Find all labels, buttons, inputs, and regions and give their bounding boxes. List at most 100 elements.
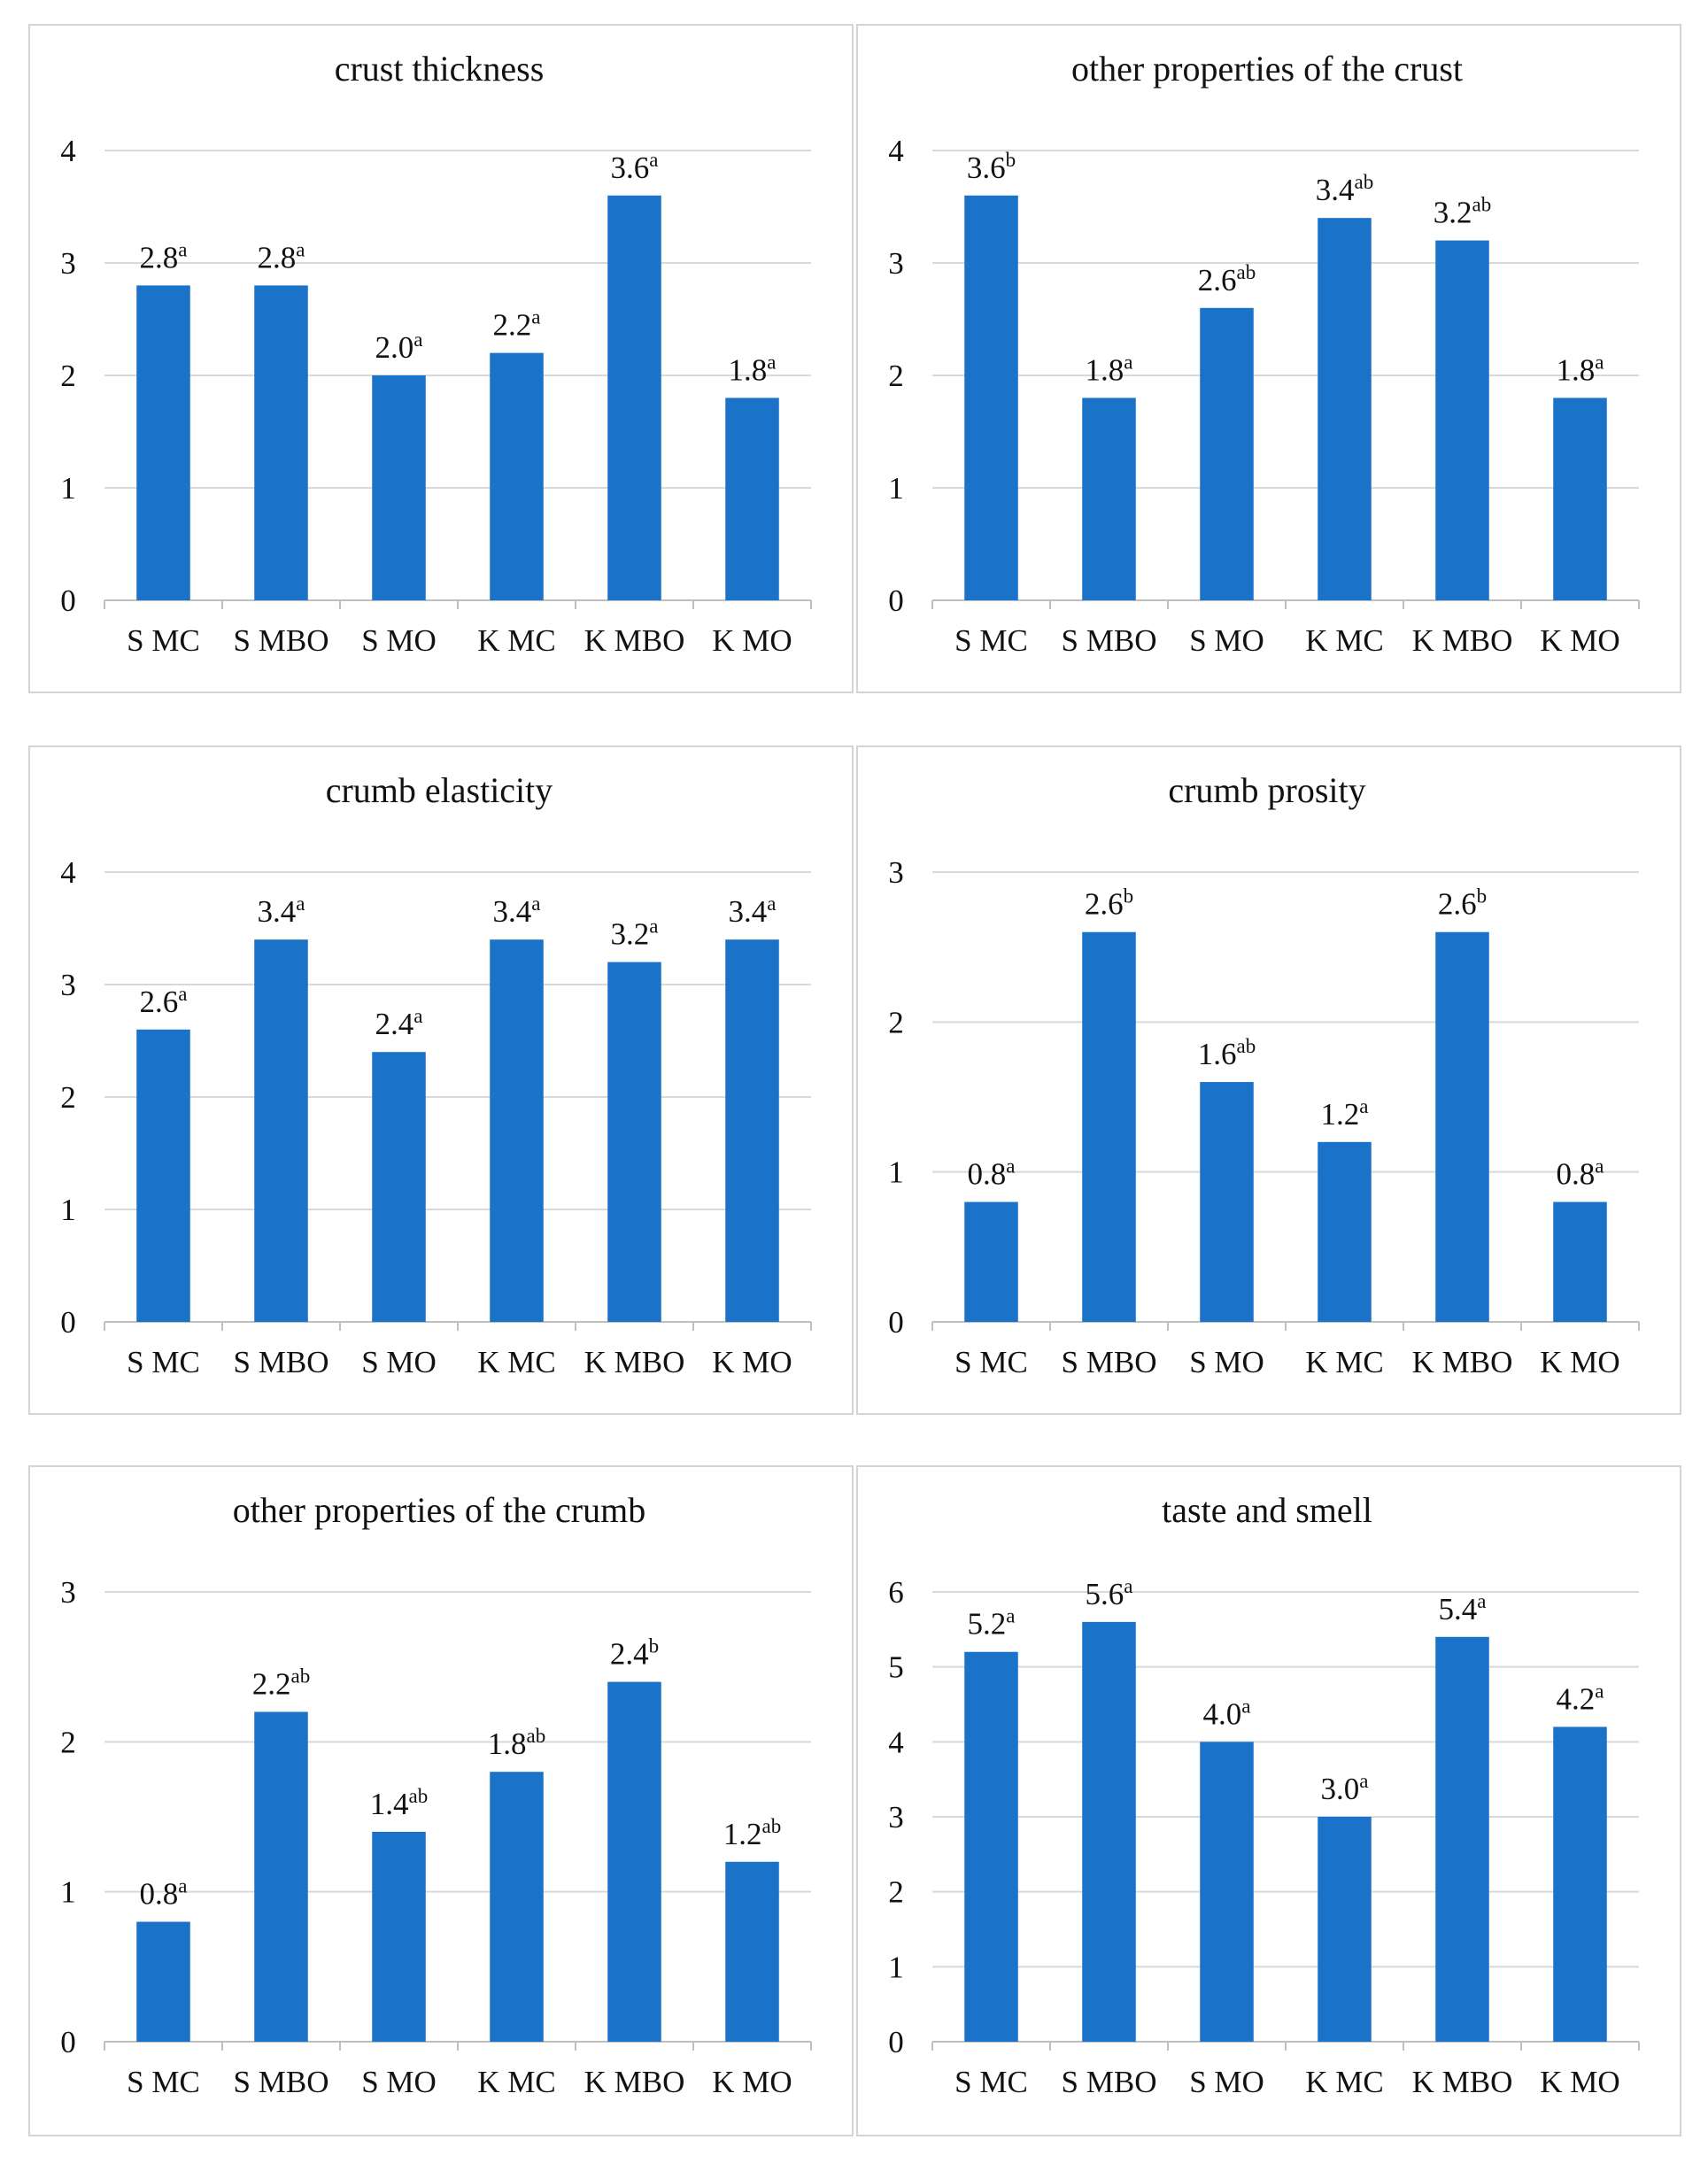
significance-letter: a (1359, 1095, 1368, 1117)
significance-letter: a (1595, 1155, 1604, 1178)
y-tick-label: 0 (888, 1305, 904, 1340)
data-label-value: 5.2 (968, 1607, 1007, 1642)
bar (254, 1711, 308, 2042)
bar (1318, 1817, 1372, 2042)
y-tick-label: 0 (60, 1305, 76, 1340)
bar (725, 1861, 779, 2042)
bar (1435, 931, 1489, 1322)
data-label-value: 0.8 (968, 1157, 1007, 1192)
y-tick-label: 4 (888, 1725, 904, 1759)
bar (490, 939, 544, 1322)
bar (254, 285, 308, 600)
data-label: 3.6a (611, 149, 659, 185)
chart-panel-crust-other: other properties of the crust 0 1 2 3 4 3.6b S … (856, 24, 1681, 693)
chart-title: crust thickness (335, 49, 545, 89)
data-label: 3.6b (967, 149, 1016, 185)
category-label: S MC (127, 1345, 200, 1379)
significance-letter: a (531, 892, 540, 915)
category-label: S MBO (1062, 623, 1157, 658)
data-label: 1.8ab (488, 1725, 545, 1761)
data-label-value: 5.4 (1439, 1592, 1478, 1626)
data-label: 4.0a (1203, 1695, 1251, 1731)
data-label-value: 2.6 (1198, 263, 1237, 297)
data-label: 0.8a (140, 1875, 188, 1912)
bar (490, 1772, 544, 2042)
y-tick-label: 2 (888, 1005, 904, 1039)
significance-letter: a (649, 915, 658, 938)
data-label-value: 1.8 (488, 1727, 527, 1761)
y-tick-label: 4 (60, 134, 76, 168)
data-label-value: 3.4 (493, 894, 532, 929)
category-label: K MBO (584, 623, 685, 658)
y-tick-label: 4 (60, 855, 76, 890)
data-label: 1.8a (729, 351, 777, 387)
data-label-value: 2.4 (375, 1007, 414, 1041)
data-label: 2.8a (258, 238, 305, 274)
bar (725, 939, 779, 1322)
significance-letter: b (649, 1635, 660, 1657)
significance-letter: a (531, 306, 540, 328)
significance-letter: ab (1355, 171, 1374, 193)
category-label: S MC (127, 2065, 200, 2099)
significance-letter: ab (291, 1665, 311, 1687)
bar (607, 1681, 661, 2042)
y-tick-label: 3 (60, 1575, 76, 1610)
data-label-value: 1.4 (370, 1787, 409, 1821)
category-label: S MC (127, 623, 200, 658)
data-label: 1.4ab (370, 1785, 428, 1821)
data-label-value: 4.0 (1203, 1696, 1242, 1731)
significance-letter: a (1006, 1155, 1015, 1178)
y-tick-label: 0 (888, 2025, 904, 2059)
category-label: S MO (361, 1345, 437, 1379)
y-tick-label: 6 (888, 1575, 904, 1610)
data-label: 3.2a (611, 915, 659, 952)
data-label-value: 3.4 (258, 894, 297, 929)
data-label: 5.2a (968, 1605, 1016, 1642)
significance-letter: a (1124, 1575, 1132, 1597)
significance-letter: a (1359, 1770, 1368, 1792)
data-label: 2.6b (1438, 885, 1487, 922)
data-label: 1.8a (1086, 351, 1133, 387)
data-label: 5.6a (1086, 1575, 1133, 1611)
y-tick-label: 1 (60, 1875, 76, 1910)
bar (607, 195, 661, 601)
category-label: S MO (1189, 1345, 1264, 1379)
bar (725, 398, 779, 600)
significance-letter: a (1595, 351, 1604, 373)
category-label: S MO (361, 2065, 437, 2099)
significance-letter: a (178, 1875, 187, 1897)
significance-letter: a (649, 149, 658, 171)
category-label: S MC (954, 623, 1028, 658)
data-label-value: 2.2 (493, 308, 532, 343)
chart-panel-taste-smell: taste and smell 0 1 2 3 4 5 6 5.2a S MC 5.6a S MBO 4… (856, 1465, 1681, 2136)
data-label: 2.0a (375, 328, 423, 365)
bar (607, 962, 661, 1322)
category-label: S MBO (234, 1345, 329, 1379)
chart-title: other properties of the crust (1071, 49, 1463, 89)
category-label: K MO (712, 1345, 792, 1379)
significance-letter: a (1124, 351, 1132, 373)
data-label: 2.8a (140, 238, 188, 274)
data-label: 3.4a (258, 892, 305, 929)
category-label: K MC (477, 623, 556, 658)
chart-title: taste and smell (1162, 1490, 1372, 1530)
category-label: K MBO (1412, 623, 1513, 658)
y-tick-label: 2 (888, 1875, 904, 1910)
bar (1082, 398, 1136, 600)
category-label: K MBO (584, 1345, 685, 1379)
significance-letter: ab (1472, 194, 1492, 216)
data-label: 4.2a (1557, 1680, 1604, 1716)
data-label: 2.6a (140, 983, 188, 1019)
bar (254, 939, 308, 1322)
significance-letter: a (1595, 1680, 1604, 1702)
bar (372, 375, 426, 600)
data-label-value: 2.2 (252, 1666, 291, 1701)
data-label-value: 5.6 (1086, 1577, 1124, 1611)
data-label-value: 3.2 (1434, 196, 1472, 230)
y-tick-label: 1 (60, 471, 76, 506)
bar (964, 195, 1018, 601)
data-label-value: 3.4 (1316, 173, 1355, 207)
chart-title: crumb elasticity (326, 770, 553, 810)
y-tick-label: 0 (60, 2025, 76, 2059)
significance-letter: a (413, 1005, 422, 1027)
